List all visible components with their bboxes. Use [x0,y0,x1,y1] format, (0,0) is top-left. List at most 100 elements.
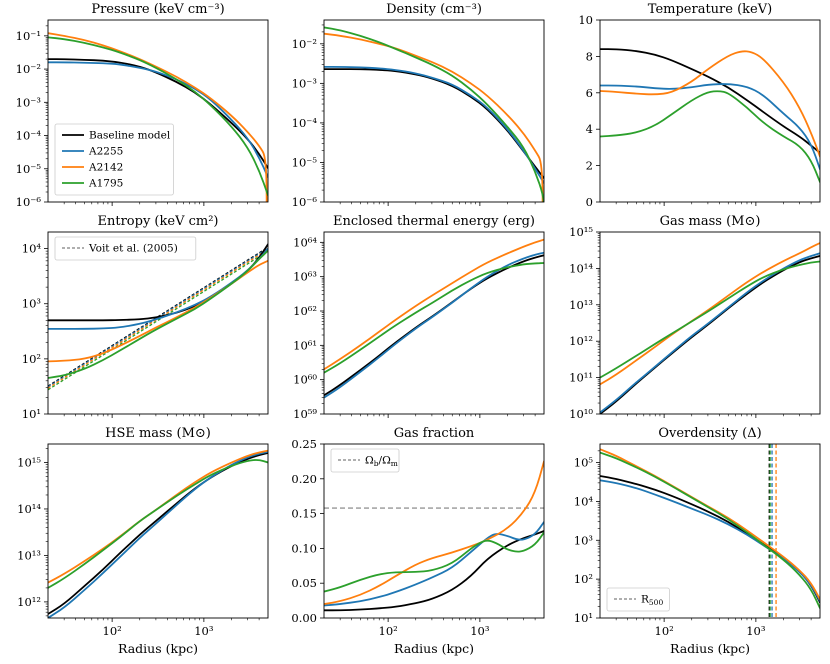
svg-text:10²: 10² [574,572,593,586]
svg-text:10⁻⁶: 10⁻⁶ [16,195,42,209]
svg-text:10⁻¹: 10⁻¹ [16,29,41,43]
svg-text:10⁴: 10⁴ [574,494,594,508]
svg-text:8: 8 [586,49,593,63]
series-line [324,460,544,605]
series-line [48,450,268,618]
svg-text:A2142: A2142 [88,162,123,174]
plot-frame [47,231,269,415]
panel-pressure: 10⁻⁶ 10⁻⁵ 10⁻⁴ 10⁻³ 10⁻² 10⁻¹ Pressure (keV cm… [16,2,269,209]
axis-ticks [596,19,812,206]
svg-text:Voit et al. (2005): Voit et al. (2005) [88,243,178,255]
plot-frame [323,231,545,415]
svg-text:10⁶¹: 10⁶¹ [293,338,317,352]
dashed-series-line [48,250,268,391]
svg-text:10²: 10² [379,624,398,638]
series-line [324,530,544,612]
axis-ticks [44,448,260,622]
series-line [324,32,544,202]
series-line [324,68,544,180]
svg-text:2: 2 [586,159,593,173]
legend: R500​ [606,587,670,612]
svg-text:10⁵⁹: 10⁵⁹ [293,407,317,421]
svg-text:10⁻²: 10⁻² [292,37,317,51]
series-line [600,90,820,183]
svg-text:10: 10 [578,13,593,27]
x-axis-label: Radius (kpc) [394,641,474,656]
svg-text:10⁻²: 10⁻² [16,62,41,76]
svg-text:10³: 10³ [194,624,214,638]
series-line [600,479,820,603]
svg-text:10⁶²: 10⁶² [293,304,317,318]
panel-gas-mass: 10¹⁰ 10¹¹ 10¹² 10¹³ 10¹⁴ 10¹⁵ Gas mass (M⊙) [569,214,821,421]
axis-tick-labels: 10⁻⁶ 10⁻⁵ 10⁻⁴ 10⁻³ 10⁻² [292,37,318,209]
plot-area [600,242,820,414]
plot-area [324,238,544,399]
series-line [600,475,820,604]
panel-entropy: 10¹ 10² 10³ 10⁴ Entropy (keV cm²) Voit et al.… [22,214,269,421]
axis-tick-labels: 10² 10³ Radius (kpc) 10¹² 10¹³ 10¹⁴ 10¹⁵ [17,455,214,656]
plot-area [600,444,820,618]
plot-frame [599,443,821,619]
plot-frame [599,19,821,203]
series-line [324,238,544,371]
axis-tick-labels: 10² 10³ Radius (kpc) 10¹ 10² 10³ 10⁴ 10⁵ [574,456,766,656]
series-line [48,249,268,379]
plot-area [600,48,820,183]
legend: Voit et al. (2005) [54,236,197,261]
svg-text:10³: 10³ [574,533,594,547]
panel-overdensity: 10² 10³ Radius (kpc) 10¹ 10² 10³ 10⁴ 10⁵ Overden… [574,426,821,656]
svg-text:10³: 10³ [22,297,42,311]
series-line [600,451,820,609]
series-line [48,61,268,179]
svg-text:10¹⁰: 10¹⁰ [569,407,593,421]
svg-text:10¹⁵: 10¹⁵ [17,455,41,469]
panel-title: Temperature (keV) [648,2,772,17]
series-line [48,58,268,169]
svg-text:10²: 10² [655,624,674,638]
series-line [48,36,268,197]
svg-text:0.05: 0.05 [291,576,317,590]
series-line [600,242,820,386]
svg-text:10⁶⁰: 10⁶⁰ [293,373,317,387]
svg-text:6: 6 [586,86,593,100]
series-line [600,255,820,414]
series-line [324,251,544,399]
axis-tick-labels: 10² 10³ Radius (kpc) 0.00 0.05 0.10 0.15 0.20 0.… [291,437,489,656]
svg-text:10⁻³: 10⁻³ [292,76,318,90]
svg-text:0.15: 0.15 [291,507,317,521]
series-line [324,531,544,593]
panel-title: Gas fraction [394,426,475,441]
x-axis-label: Radius (kpc) [670,641,750,656]
svg-text:10¹⁴: 10¹⁴ [17,502,41,516]
axis-tick-labels: 10⁻⁶ 10⁻⁵ 10⁻⁴ 10⁻³ 10⁻² 10⁻¹ [16,29,42,209]
svg-text:10¹²: 10¹² [569,334,593,348]
svg-text:10⁵: 10⁵ [574,456,594,470]
series-line [48,32,268,202]
panel-title: Entropy (keV cm²) [98,214,219,229]
plot-area [324,26,544,202]
legend: Baseline model A2255 A2142 A1795 [54,123,174,196]
svg-text:10⁻⁵: 10⁻⁵ [292,155,318,169]
axis-ticks [320,24,536,206]
svg-text:10⁻⁴: 10⁻⁴ [292,116,318,130]
svg-text:10¹²: 10¹² [17,595,41,609]
series-line [600,448,820,601]
series-line [600,252,820,414]
svg-text:0.10: 0.10 [291,541,317,555]
svg-text:10¹: 10¹ [574,611,593,625]
series-line [600,50,820,158]
svg-text:10³: 10³ [470,624,490,638]
plot-area [48,449,268,618]
axis-tick-labels: 0 2 4 6 8 10 [578,13,593,209]
plot-area [48,32,268,202]
panel-title: Enclosed thermal energy (erg) [333,214,535,229]
plot-area [324,460,544,612]
x-axis-label: Radius (kpc) [118,641,198,656]
series-line [48,452,268,615]
svg-text:10¹⁵: 10¹⁵ [569,225,593,239]
svg-text:10⁴: 10⁴ [22,242,42,256]
svg-text:10⁻³: 10⁻³ [16,95,42,109]
svg-text:10³: 10³ [746,624,766,638]
svg-text:10⁻⁶: 10⁻⁶ [292,195,318,209]
